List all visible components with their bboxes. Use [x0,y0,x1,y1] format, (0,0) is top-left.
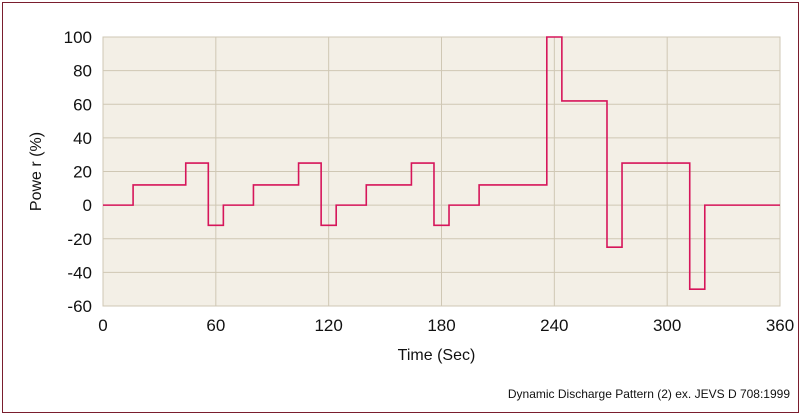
y-tick-label: 100 [64,28,92,47]
y-tick-labels: 100 80 60 40 20 0 -20 -40 -60 [64,28,92,316]
x-tick-labels: 0 60 120 180 240 300 360 [98,316,794,335]
x-tick-label: 120 [314,316,342,335]
y-tick-label: -60 [67,297,92,316]
y-tick-label: 0 [83,196,92,215]
x-tick-label: 60 [206,316,225,335]
x-axis-label: Time (Sec) [398,347,476,364]
grid-lines [102,36,781,307]
y-tick-label: -20 [67,230,92,249]
y-tick-label: 60 [73,95,92,114]
power-series-line [103,36,780,290]
y-axis-label: Powe r (%) [28,132,45,211]
x-tick-label: 240 [540,316,568,335]
x-tick-label: 0 [98,316,107,335]
y-tick-label: -40 [67,263,92,282]
y-tick-label: 40 [73,129,92,148]
y-tick-label: 20 [73,163,92,182]
x-tick-label: 180 [427,316,455,335]
x-tick-label: 360 [766,316,794,335]
chart-caption: Dynamic Discharge Pattern (2) ex. JEVS D… [508,387,790,401]
x-tick-label: 300 [653,316,681,335]
y-tick-label: 80 [73,62,92,81]
